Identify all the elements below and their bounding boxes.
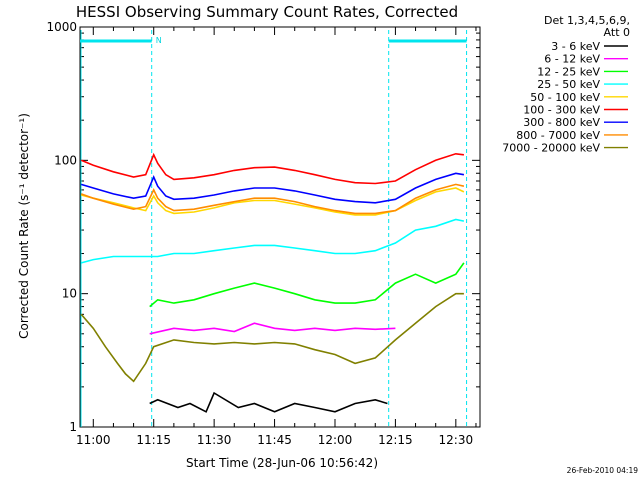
y-axis: 1 10 100 1000 bbox=[46, 20, 480, 434]
y-axis-label: Corrected Count Rate (s⁻¹ detector⁻¹) bbox=[17, 113, 31, 339]
plot-frame bbox=[79, 26, 481, 428]
series-line-3 bbox=[149, 262, 465, 308]
y-tick-label: 1 bbox=[69, 420, 77, 434]
legend-title: Att 0 bbox=[604, 26, 630, 39]
series-line-4 bbox=[80, 218, 465, 264]
series-line-1 bbox=[149, 391, 388, 413]
x-tick-label: 12:15 bbox=[378, 433, 413, 447]
x-axis: 11:00 11:15 11:30 11:45 12:00 12:15 12:30 bbox=[76, 27, 477, 447]
series-line-5 bbox=[80, 187, 465, 216]
flag-label: N bbox=[156, 36, 162, 45]
series-line-2 bbox=[149, 322, 396, 335]
legend-entry: 12 - 25 keV bbox=[537, 65, 600, 78]
legend-entry: 3 - 6 keV bbox=[551, 40, 600, 53]
series-line-7 bbox=[80, 172, 465, 204]
series-lines bbox=[80, 152, 465, 413]
legend-entry: 50 - 100 keV bbox=[530, 91, 600, 104]
y-tick-label: 100 bbox=[54, 153, 77, 167]
y-tick-label: 1000 bbox=[46, 20, 77, 34]
legend-entry: 25 - 50 keV bbox=[537, 78, 600, 91]
x-axis-label: Start Time (28-Jun-06 10:56:42) bbox=[186, 456, 378, 470]
legend-entry: 800 - 7000 keV bbox=[516, 129, 600, 142]
generated-timestamp: 26-Feb-2010 04:19 bbox=[567, 466, 639, 475]
series-line-9 bbox=[80, 292, 464, 383]
chart-title: HESSI Observing Summary Count Rates, Cor… bbox=[76, 3, 458, 21]
y-tick-label: 10 bbox=[62, 287, 77, 301]
series-line-8 bbox=[80, 183, 465, 215]
legend-entry: 6 - 12 keV bbox=[544, 53, 600, 66]
legend-title: Det 1,3,4,5,6,9, bbox=[544, 14, 630, 27]
x-tick-label: 12:30 bbox=[439, 433, 474, 447]
legend-entry: 100 - 300 keV bbox=[523, 104, 600, 117]
legend-entry: 300 - 800 keV bbox=[523, 116, 600, 129]
x-tick-label: 11:00 bbox=[76, 433, 111, 447]
night-markers: N bbox=[80, 30, 468, 427]
x-tick-label: 11:30 bbox=[197, 433, 232, 447]
legend-entry: 7000 - 20000 keV bbox=[502, 142, 600, 155]
x-tick-label: 11:15 bbox=[136, 433, 171, 447]
series-line-6 bbox=[80, 152, 464, 185]
x-tick-label: 11:45 bbox=[257, 433, 292, 447]
x-tick-label: 12:00 bbox=[318, 433, 353, 447]
